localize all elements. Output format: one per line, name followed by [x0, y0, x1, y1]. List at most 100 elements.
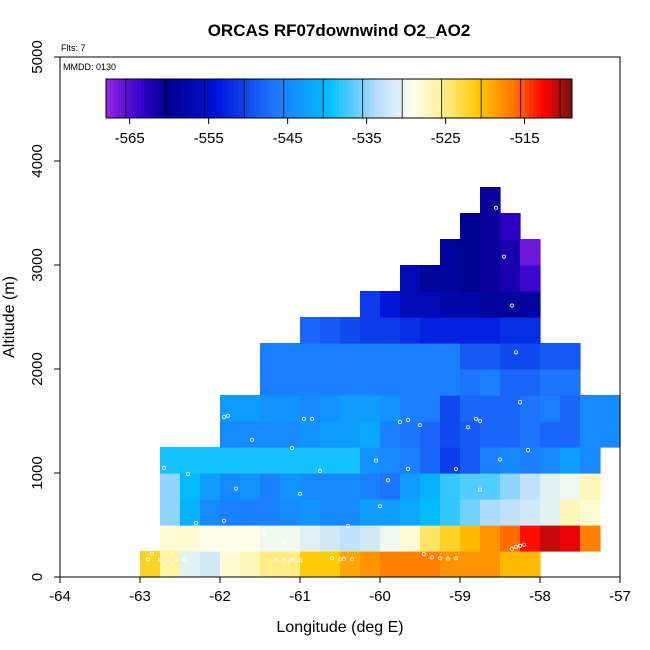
data-cell: [160, 525, 181, 552]
colorbar-segment: [342, 79, 348, 118]
data-cell: [540, 473, 561, 500]
x-tick-label: -59: [449, 588, 471, 605]
flight-point: [329, 556, 334, 561]
data-cell: [560, 525, 581, 552]
data-cell: [160, 447, 181, 474]
data-cell: [540, 343, 561, 370]
flight-point: [249, 437, 254, 442]
data-cell: [460, 343, 481, 370]
data-cell: [480, 317, 501, 344]
flight-point: [165, 557, 170, 562]
data-cell: [520, 343, 541, 370]
colorbar-tick-label: -555: [194, 130, 224, 147]
data-cell: [500, 369, 521, 396]
colorbar-segment: [129, 79, 134, 118]
data-cell: [460, 239, 481, 266]
data-cell: [460, 525, 481, 552]
colorbar-segment: [261, 79, 266, 118]
data-cell: [460, 473, 481, 500]
data-cell: [480, 265, 501, 292]
flight-point: [297, 491, 302, 496]
colorbar-segment: [428, 79, 433, 118]
flight-point: [421, 552, 426, 557]
data-cell: [180, 499, 201, 526]
data-cell: [280, 551, 301, 578]
data-cell: [420, 395, 441, 422]
data-cell: [140, 551, 161, 578]
colorbar-segment: [439, 79, 445, 118]
data-cell: [280, 525, 301, 552]
colorbar-segment: [133, 79, 138, 118]
colorbar-segment: [416, 79, 422, 118]
data-cell: [180, 447, 201, 474]
data-cell: [440, 343, 461, 370]
data-cell: [420, 343, 441, 370]
y-axis-label: Altitude (m): [1, 276, 18, 358]
data-cell: [300, 317, 321, 344]
data-cell: [420, 525, 441, 552]
data-cell: [520, 499, 541, 526]
data-cell: [480, 447, 501, 474]
colorbar-tick-label: -545: [273, 130, 303, 147]
colorbar-segment: [292, 79, 297, 118]
colorbar-segment: [117, 79, 123, 118]
colorbar-segment: [370, 79, 375, 118]
colorbar-segment: [168, 79, 173, 118]
colorbar-segment: [156, 79, 161, 118]
data-cell: [460, 369, 481, 396]
data-cell: [460, 395, 481, 422]
flight-point: [221, 414, 226, 419]
colorbar-segment: [187, 79, 192, 118]
flight-point: [453, 466, 458, 471]
data-cell: [340, 317, 361, 344]
colorbar-segment: [284, 79, 290, 118]
colorbar-segment: [121, 79, 126, 118]
data-cell: [400, 499, 421, 526]
data-cell: [520, 291, 541, 318]
y-tick-label: 4000: [29, 144, 46, 177]
data-cell: [500, 447, 521, 474]
data-cell: [540, 447, 561, 474]
data-cell: [520, 525, 541, 552]
data-cell: [360, 499, 381, 526]
y-tick-label: 5000: [29, 40, 46, 73]
data-cell: [340, 395, 361, 422]
flight-point: [157, 557, 162, 562]
data-cell: [460, 499, 481, 526]
data-cell: [580, 395, 601, 422]
colorbar-segment: [183, 79, 189, 118]
data-cell: [240, 447, 261, 474]
data-cell: [400, 369, 421, 396]
data-cell: [560, 395, 581, 422]
data-cell: [420, 551, 441, 578]
data-cell: [360, 343, 381, 370]
data-cell: [580, 447, 601, 474]
colorbar-segment: [471, 79, 476, 118]
data-cell: [500, 551, 521, 578]
data-cell: [600, 421, 621, 448]
flight-point: [193, 520, 198, 525]
data-cell: [320, 525, 341, 552]
flight-point: [309, 416, 314, 421]
colorbar-segment: [358, 79, 363, 118]
x-tick-label: -64: [49, 588, 71, 605]
data-cell: [500, 499, 521, 526]
flight-point: [337, 557, 342, 562]
colorbar-segment: [280, 79, 286, 118]
flight-point: [514, 544, 519, 549]
flight-point: [437, 556, 442, 561]
colorbar-segment: [529, 79, 534, 118]
data-cell: [480, 343, 501, 370]
colorbar-segment: [234, 79, 239, 118]
data-cell: [380, 291, 401, 318]
data-cell: [200, 473, 221, 500]
data-cell: [360, 525, 381, 552]
colorbar-tick-label: -525: [431, 130, 461, 147]
flight-point: [445, 556, 450, 561]
data-cell: [280, 343, 301, 370]
data-cell: [440, 525, 461, 552]
data-cell: [500, 343, 521, 370]
flight-point: [429, 555, 434, 560]
data-cell: [540, 369, 561, 396]
data-cell: [480, 525, 501, 552]
